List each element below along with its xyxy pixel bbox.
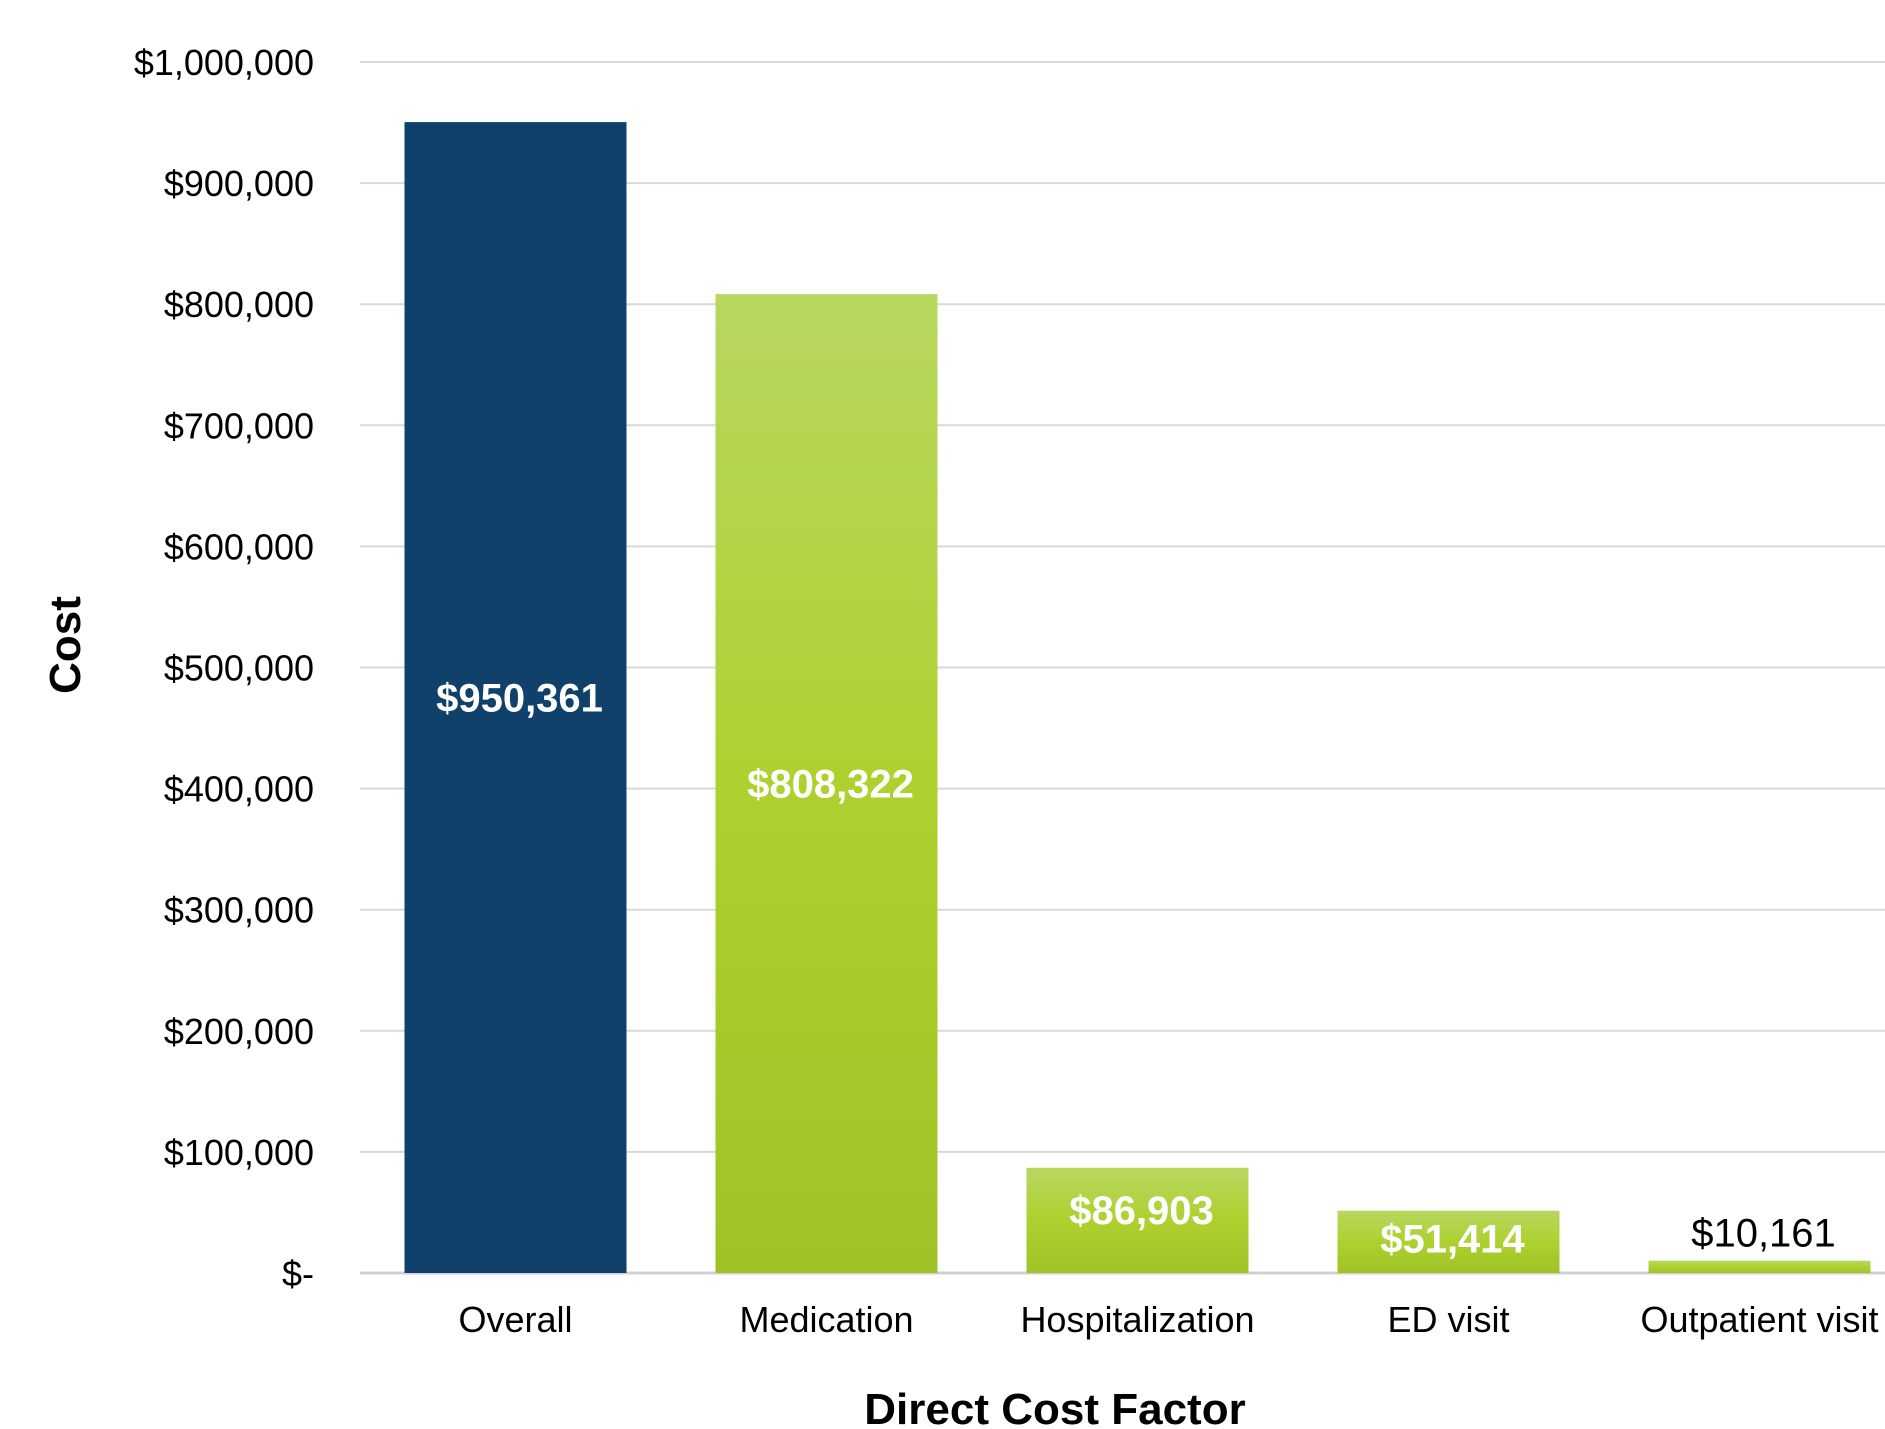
y-tick-label: $- [282, 1253, 314, 1294]
data-label: $808,322 [747, 763, 914, 807]
y-tick-label: $1,000,000 [134, 42, 314, 83]
x-tick-label: Outpatient visit [1640, 1299, 1878, 1340]
x-tick-label: Medication [739, 1299, 913, 1340]
bar-outpatient-visit [1648, 1260, 1871, 1273]
y-tick-label: $600,000 [164, 526, 314, 567]
y-tick-label: $300,000 [164, 890, 314, 931]
x-tick-label: Overall [458, 1299, 572, 1340]
x-tick-label: Hospitalization [1020, 1299, 1254, 1340]
data-label: $10,161 [1691, 1212, 1836, 1256]
y-axis-title: Cost [41, 596, 90, 694]
bar-overall [404, 122, 627, 1274]
bars [404, 122, 1871, 1274]
y-axis-ticks: $- $100,000 $200,000 $300,000 $400,000 $500,0… [134, 42, 314, 1294]
y-tick-label: $400,000 [164, 769, 314, 810]
y-tick-label: $100,000 [164, 1132, 314, 1173]
y-tick-label: $200,000 [164, 1011, 314, 1052]
data-label: $86,903 [1069, 1189, 1214, 1233]
data-labels: $950,361 $808,322 $86,903 $51,414 $10,161 [436, 677, 1836, 1262]
x-axis-title: Direct Cost Factor [864, 1385, 1245, 1429]
x-axis-ticks: Overall Medication Hospitalization ED visit… [458, 1299, 1878, 1340]
y-tick-label: $900,000 [164, 163, 314, 204]
bar-hospitalization [1026, 1167, 1249, 1273]
y-tick-label: $700,000 [164, 405, 314, 446]
bar-medication [715, 294, 938, 1273]
y-tick-label: $800,000 [164, 284, 314, 325]
x-tick-label: ED visit [1387, 1299, 1509, 1340]
data-label: $51,414 [1380, 1218, 1525, 1262]
y-tick-label: $500,000 [164, 648, 314, 689]
bar-ed-visit [1337, 1210, 1560, 1273]
data-label: $950,361 [436, 677, 603, 721]
